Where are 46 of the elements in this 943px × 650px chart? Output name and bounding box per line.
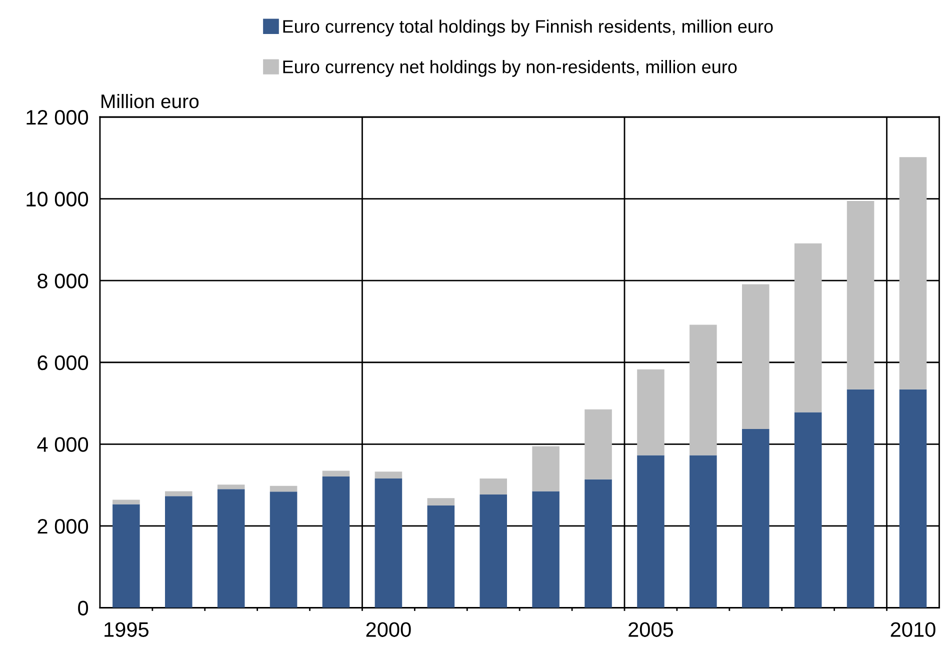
y-tick-label: 0 xyxy=(78,600,88,616)
bar xyxy=(690,455,717,608)
x-tick-label: 2000 xyxy=(366,622,411,637)
bar xyxy=(899,157,927,390)
bar xyxy=(112,504,140,608)
bar xyxy=(165,496,192,608)
bar xyxy=(217,484,245,490)
bar xyxy=(742,429,770,608)
bar xyxy=(270,486,298,492)
x-tick-label: 1995 xyxy=(104,622,148,637)
x-tick-label: 2005 xyxy=(628,622,674,637)
legend-label: Euro currency total holdings by Finnish residents, million euro xyxy=(283,20,773,36)
bar xyxy=(427,498,455,506)
bar xyxy=(480,478,508,494)
bar xyxy=(322,470,350,476)
bar xyxy=(846,200,874,390)
bar xyxy=(165,491,192,496)
bar xyxy=(846,389,874,608)
bar xyxy=(374,472,402,479)
bar xyxy=(584,409,612,480)
bar xyxy=(112,500,140,504)
bar xyxy=(742,284,770,430)
bar xyxy=(584,479,612,608)
bar xyxy=(270,492,298,608)
y-tick-label: 4 000 xyxy=(37,437,88,452)
y-axis-title: Million euro xyxy=(102,94,199,108)
bar xyxy=(637,369,664,456)
bar xyxy=(690,324,717,456)
bar xyxy=(322,476,350,608)
y-tick-label: 10 000 xyxy=(26,192,88,207)
bar xyxy=(480,494,508,608)
bar xyxy=(374,478,402,608)
legend-label: Euro currency net holdings by non-residents, million euro xyxy=(283,60,737,77)
bar xyxy=(637,455,664,608)
bar xyxy=(794,243,822,412)
bar xyxy=(532,446,560,492)
y-tick-label: 12 000 xyxy=(26,110,88,125)
x-tick-label: 2010 xyxy=(890,622,936,637)
bar xyxy=(427,506,455,608)
bar xyxy=(217,489,245,608)
bar xyxy=(794,412,822,608)
y-tick-label: 6 000 xyxy=(38,355,88,370)
y-tick-label: 8 000 xyxy=(38,274,88,288)
y-tick-label: 2 000 xyxy=(38,518,88,534)
bar xyxy=(899,389,927,608)
bar xyxy=(532,491,560,608)
